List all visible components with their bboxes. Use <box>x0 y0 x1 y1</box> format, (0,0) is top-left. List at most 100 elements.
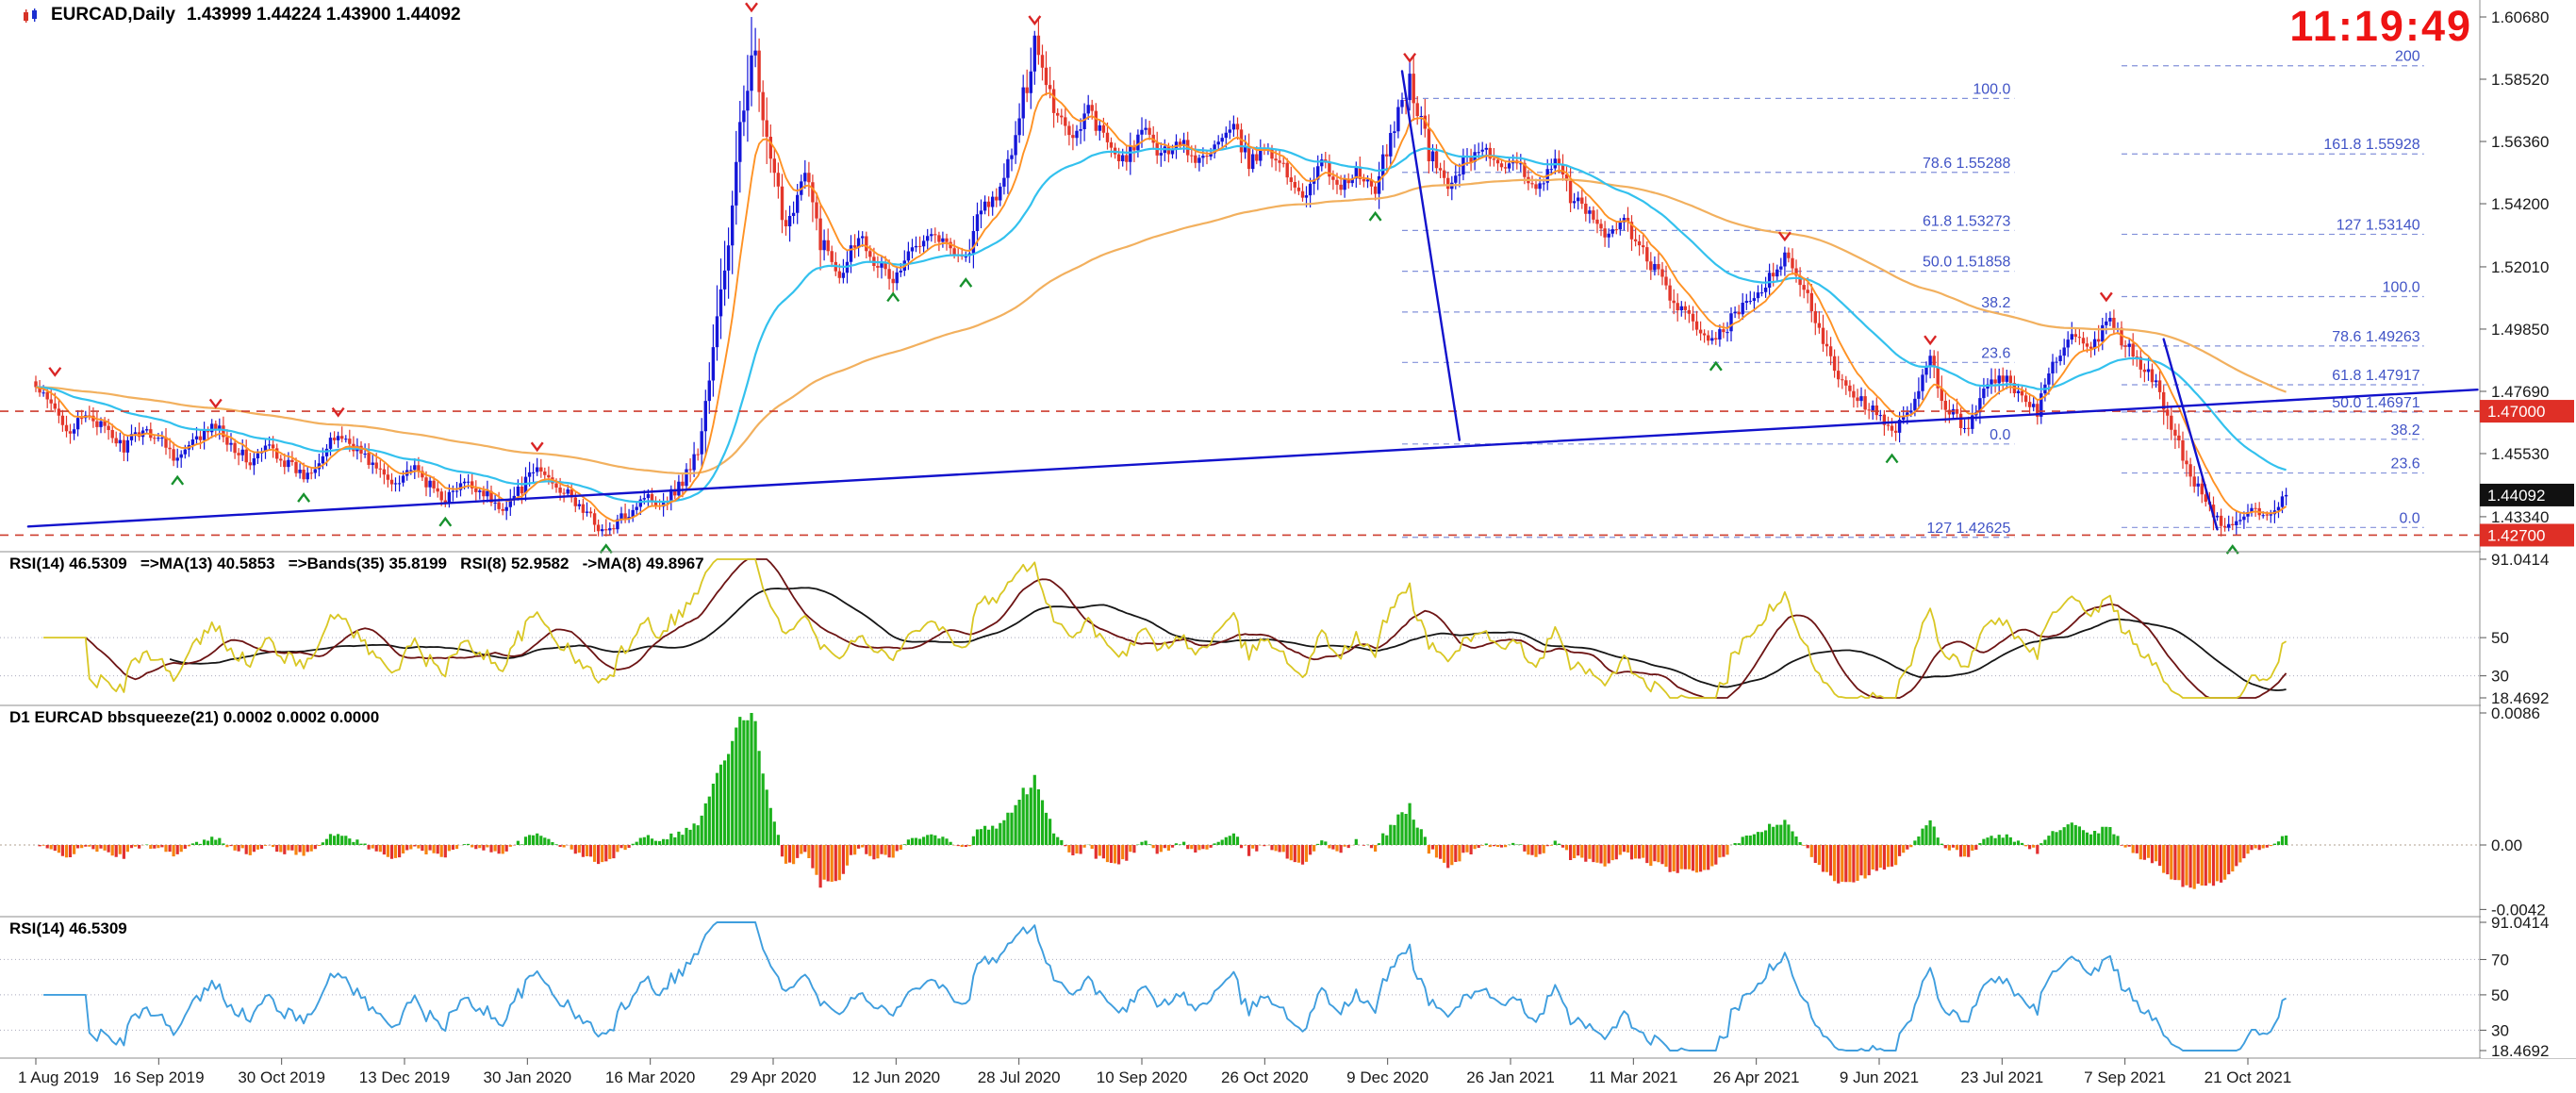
scale-label: 1.49850 <box>2491 321 2549 339</box>
rsi14-header: RSI(14) 46.5309 <box>9 919 127 937</box>
up-arrow-icon <box>297 492 311 503</box>
svg-text:23.6: 23.6 <box>1981 345 2010 361</box>
date-label: 29 Apr 2020 <box>730 1068 817 1086</box>
svg-text:127 1.53140: 127 1.53140 <box>2337 217 2420 233</box>
scale-label: 91.0414 <box>2491 914 2549 932</box>
date-label: 21 Oct 2021 <box>2204 1068 2292 1086</box>
date-label: 16 Mar 2020 <box>605 1068 695 1086</box>
svg-text:38.2: 38.2 <box>2391 422 2420 439</box>
date-label: 7 Sep 2021 <box>2084 1068 2166 1086</box>
up-arrow-icon <box>1885 453 1899 464</box>
panel-separators <box>0 551 2576 1059</box>
date-label: 30 Jan 2020 <box>484 1068 572 1086</box>
scale-label: 1.45530 <box>2491 445 2549 463</box>
rsi-multi-panel[interactable] <box>0 558 2480 699</box>
date-label: 26 Oct 2020 <box>1221 1068 1309 1086</box>
date-label: 13 Dec 2019 <box>359 1068 450 1086</box>
date-label: 23 Jul 2021 <box>1960 1068 2043 1086</box>
scale-label: -0.0042 <box>2491 901 2546 919</box>
candlestick-series <box>34 17 2288 537</box>
horizontal-price-lines[interactable] <box>0 410 2480 537</box>
scale-label: 1.47690 <box>2491 383 2549 401</box>
svg-text:50.0 1.46971: 50.0 1.46971 <box>2332 395 2420 411</box>
price-badge: 1.42700 <box>2480 523 2574 547</box>
trendlines[interactable] <box>26 70 2479 531</box>
signal-arrows <box>48 2 2239 555</box>
scale-label: 0.0086 <box>2491 704 2540 722</box>
down-arrow-icon <box>1028 15 1042 25</box>
scale-label: 18.4692 <box>2491 689 2549 707</box>
scale-label: 1.52010 <box>2491 258 2549 276</box>
svg-text:1.47000: 1.47000 <box>2487 403 2545 421</box>
ohlc-values: 1.43999 1.44224 1.43900 1.44092 <box>186 5 461 25</box>
svg-text:127 1.42625: 127 1.42625 <box>1926 521 2010 537</box>
scale-label: 0.00 <box>2491 836 2522 854</box>
svg-text:61.8 1.47917: 61.8 1.47917 <box>2332 368 2420 384</box>
up-arrow-icon <box>886 291 900 303</box>
scale-label: 50 <box>2491 986 2509 1004</box>
rsi-multi-header: RSI(14) 46.5309 =>MA(13) 40.5853 =>Bands… <box>9 555 704 572</box>
down-arrow-icon <box>48 367 62 377</box>
bbsqueeze-panel[interactable] <box>0 713 2480 889</box>
scale-label: 1.58520 <box>2491 71 2549 89</box>
svg-text:23.6: 23.6 <box>2391 456 2420 472</box>
scale-label: 50 <box>2491 629 2509 647</box>
symbol-title: EURCAD,Daily <box>51 5 175 25</box>
date-label: 30 Oct 2019 <box>238 1068 325 1086</box>
moving-averages <box>35 91 2287 522</box>
date-label: 11 Mar 2021 <box>1589 1068 1677 1086</box>
svg-text:200: 200 <box>2395 49 2420 65</box>
time-scale[interactable]: 1 Aug 2019 16 Sep 2019 30 Oct 2019 13 Dec 2… <box>18 1058 2291 1086</box>
down-arrow-icon <box>1403 52 1417 63</box>
svg-text:38.2: 38.2 <box>1981 295 2010 311</box>
price-scale[interactable]: 1.60680 1.58520 1.56360 1.54200 1.52010 1.498… <box>2479 0 2576 1060</box>
svg-text:1.42700: 1.42700 <box>2487 526 2545 544</box>
down-arrow-icon <box>1924 335 1938 346</box>
symbol-chart-icon <box>23 8 40 24</box>
price-badge: 1.44092 <box>2480 483 2574 506</box>
scale-label: 1.60680 <box>2491 8 2549 26</box>
up-arrow-icon <box>438 516 453 527</box>
date-label: 26 Jan 2021 <box>1466 1068 1555 1086</box>
svg-text:100.0: 100.0 <box>2383 279 2420 295</box>
fibo-set-2: 200 161.8 1.55928 127 1.53140 100.0 78.6 1.4… <box>2122 49 2424 528</box>
down-arrow-icon <box>745 2 758 13</box>
date-label: 26 Apr 2021 <box>1713 1068 1800 1086</box>
fibonacci-retracements[interactable]: 100.0 78.6 1.55288 61.8 1.53273 50.0 1.5185… <box>1401 49 2424 538</box>
date-label: 1 Aug 2019 <box>18 1068 99 1086</box>
up-arrow-icon <box>599 543 613 554</box>
scale-label: 1.43340 <box>2491 508 2549 526</box>
rsi14-panel[interactable] <box>0 921 2480 1052</box>
down-arrow-icon <box>208 398 223 409</box>
up-arrow-icon <box>2225 544 2239 555</box>
bbsqueeze-header: D1 EURCAD bbsqueeze(21) 0.0002 0.0002 0.… <box>9 708 380 726</box>
scale-label: 1.54200 <box>2491 195 2549 213</box>
scale-label: 70 <box>2491 951 2509 969</box>
price-badge: 1.47000 <box>2480 400 2574 423</box>
svg-text:0.0: 0.0 <box>2399 510 2419 526</box>
date-label: 16 Sep 2019 <box>113 1068 204 1086</box>
date-label: 10 Sep 2020 <box>1097 1068 1187 1086</box>
svg-text:161.8 1.55928: 161.8 1.55928 <box>2323 137 2419 153</box>
svg-text:0.0: 0.0 <box>1990 427 2010 443</box>
down-arrow-icon <box>1777 231 1792 242</box>
svg-text:78.6 1.55288: 78.6 1.55288 <box>1923 156 2011 172</box>
scale-label: 30 <box>2491 668 2509 686</box>
svg-text:78.6 1.49263: 78.6 1.49263 <box>2332 329 2420 345</box>
svg-text:1.44092: 1.44092 <box>2487 487 2545 505</box>
svg-text:100.0: 100.0 <box>1973 81 2010 97</box>
up-arrow-icon <box>959 277 973 288</box>
scale-label: 91.0414 <box>2491 551 2549 569</box>
svg-text:61.8 1.53273: 61.8 1.53273 <box>1923 213 2011 229</box>
chart-title-bar: EURCAD,Daily 1.43999 1.44224 1.43900 1.4… <box>23 5 461 25</box>
down-arrow-icon <box>2099 291 2113 303</box>
svg-text:50.0 1.51858: 50.0 1.51858 <box>1923 255 2011 271</box>
server-clock: 11:19:49 <box>2289 2 2472 50</box>
up-arrow-icon <box>1709 360 1723 372</box>
date-label: 9 Jun 2021 <box>1840 1068 1919 1086</box>
scale-label: 18.4692 <box>2491 1042 2549 1060</box>
down-arrow-icon <box>331 406 345 418</box>
fibo-set-1: 100.0 78.6 1.55288 61.8 1.53273 50.0 1.5185… <box>1401 81 2015 538</box>
